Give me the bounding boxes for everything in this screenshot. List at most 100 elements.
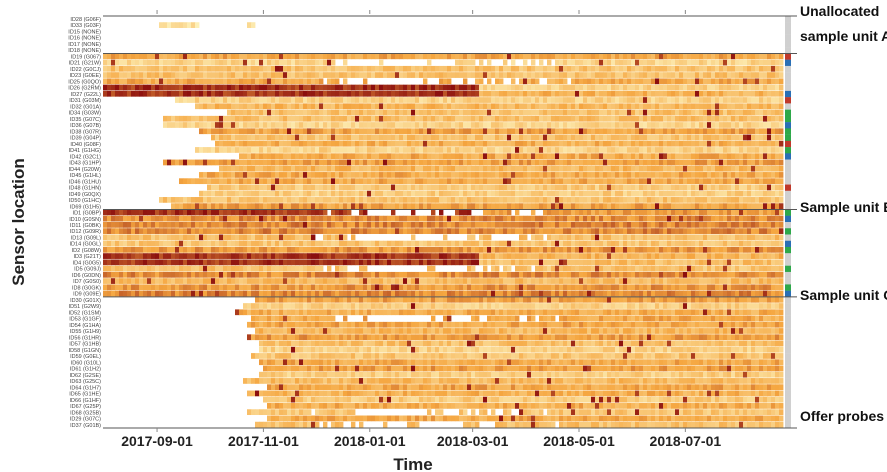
heatmap-cell [415, 240, 420, 247]
heatmap-cell [523, 234, 528, 241]
heatmap-cell [623, 140, 628, 147]
heatmap-cell [639, 184, 644, 191]
heatmap-cell [307, 228, 312, 234]
heatmap-cell [475, 103, 480, 110]
heatmap-cell [663, 122, 668, 128]
heatmap-cell [671, 122, 676, 128]
heatmap-cell [439, 65, 444, 72]
heatmap-cell [379, 128, 384, 135]
heatmap-cell [239, 103, 244, 110]
heatmap-cell [387, 84, 392, 91]
heatmap-cell [495, 246, 500, 253]
heatmap-cell [643, 59, 648, 66]
heatmap-cell [679, 184, 684, 191]
heatmap-cell [767, 178, 772, 185]
heatmap-cell [215, 90, 220, 97]
heatmap-cell [487, 65, 492, 72]
heatmap-cell [295, 253, 300, 259]
heatmap-cell [731, 172, 736, 178]
heatmap-cell [555, 190, 560, 197]
heatmap-cell [167, 159, 172, 166]
heatmap-cell [639, 103, 644, 110]
heatmap-cell [447, 65, 452, 72]
heatmap-cell [231, 203, 236, 210]
heatmap-cell [543, 246, 548, 253]
heatmap-cell [343, 184, 348, 191]
heatmap-cell [483, 172, 488, 178]
heatmap-cell [187, 215, 192, 222]
heatmap-cell [219, 140, 224, 147]
heatmap-cell [263, 72, 268, 78]
heatmap-cell [459, 134, 464, 141]
heatmap-cell [483, 72, 488, 78]
heatmap-cell [563, 84, 568, 91]
heatmap-cell [291, 253, 296, 259]
heatmap-cell [683, 234, 688, 241]
heatmap-cell [347, 172, 352, 178]
heatmap-cell [723, 72, 728, 78]
heatmap-cell [315, 65, 320, 72]
heatmap-cell [555, 90, 560, 97]
heatmap-cell [219, 253, 224, 259]
heatmap-cell [451, 246, 456, 253]
heatmap-cell [327, 59, 332, 66]
heatmap-cell [619, 90, 624, 97]
heatmap-cell [215, 53, 220, 60]
heatmap-cell [359, 65, 364, 72]
heatmap-cell [535, 215, 540, 222]
heatmap-cell [231, 240, 236, 247]
heatmap-cell [647, 109, 652, 116]
heatmap-cell [523, 53, 528, 60]
heatmap-cell [375, 197, 380, 203]
heatmap-cell [559, 59, 564, 66]
heatmap-cell [535, 147, 540, 153]
heatmap-cell [771, 190, 776, 197]
heatmap-cell [395, 72, 400, 78]
heatmap-cell [619, 228, 624, 234]
heatmap-cell [331, 140, 336, 147]
heatmap-cell [431, 109, 436, 116]
heatmap-cell [699, 159, 704, 166]
heatmap-cell [227, 209, 232, 216]
heatmap-cell [683, 134, 688, 141]
heatmap-cell [427, 72, 432, 78]
heatmap-cell [455, 84, 460, 91]
heatmap-cell [703, 72, 708, 78]
heatmap-cell [703, 59, 708, 66]
heatmap-cell [151, 246, 156, 253]
heatmap-cell [723, 197, 728, 203]
heatmap-cell [427, 215, 432, 222]
heatmap-cell [607, 84, 612, 91]
heatmap-cell [355, 153, 360, 160]
heatmap-cell [495, 103, 500, 110]
heatmap-cell [359, 153, 364, 160]
heatmap-cell [623, 59, 628, 66]
heatmap-cell [759, 90, 764, 97]
heatmap-cell [631, 222, 636, 228]
heatmap-cell [735, 203, 740, 210]
heatmap-cell [483, 53, 488, 60]
heatmap-cell [239, 59, 244, 66]
heatmap-cell [627, 128, 632, 135]
heatmap-cell [303, 134, 308, 141]
heatmap-cell [399, 115, 404, 122]
heatmap-cell [407, 159, 412, 166]
heatmap-cell [439, 72, 444, 78]
heatmap-cell [687, 84, 692, 91]
heatmap-cell [431, 128, 436, 135]
heatmap-cell [511, 165, 516, 172]
heatmap-cell [319, 246, 324, 253]
heatmap-cell [247, 72, 252, 78]
heatmap-cell [615, 222, 620, 228]
heatmap-cell [691, 65, 696, 72]
heatmap-cell [703, 178, 708, 185]
heatmap-cell [179, 59, 184, 66]
heatmap-cell [643, 78, 648, 85]
heatmap-cell [727, 115, 732, 122]
heatmap-cell [435, 115, 440, 122]
heatmap-cell [647, 72, 652, 78]
heatmap-cell [379, 153, 384, 160]
heatmap-cell [447, 128, 452, 135]
heatmap-cell [587, 140, 592, 147]
heatmap-cell [159, 22, 164, 28]
